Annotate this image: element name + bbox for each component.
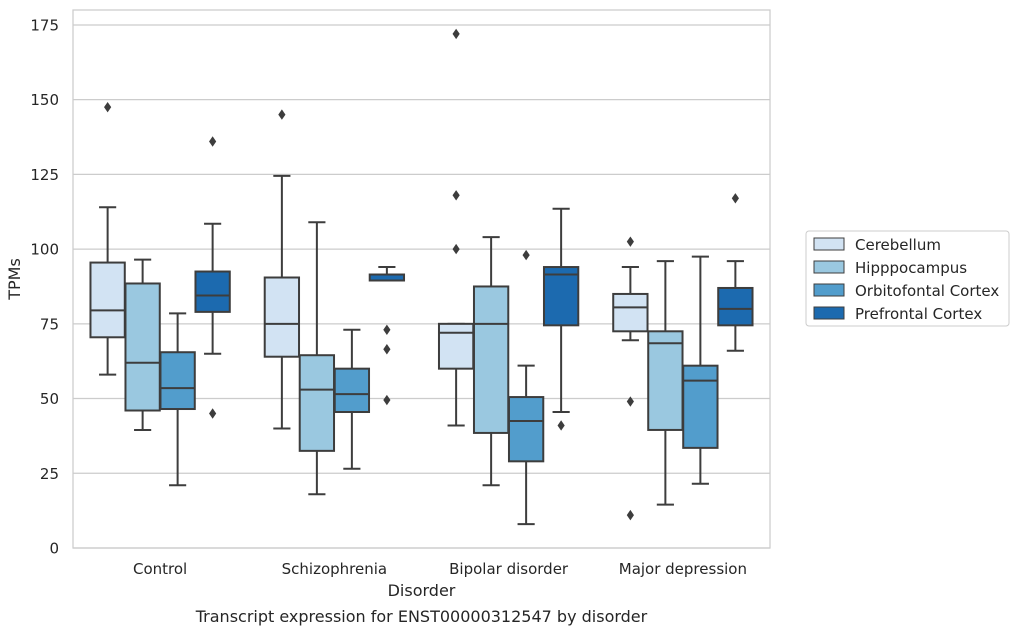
box bbox=[194, 270, 231, 313]
y-tick-label: 50 bbox=[40, 390, 59, 408]
outlier-point bbox=[626, 509, 634, 521]
y-tick-label: 75 bbox=[40, 315, 59, 333]
outlier-point bbox=[383, 394, 391, 406]
x-tick-label: Bipolar disorder bbox=[449, 560, 569, 578]
x-tick-label: Major depression bbox=[619, 560, 747, 578]
box bbox=[298, 354, 336, 452]
x-tick-label: Schizophrenia bbox=[282, 560, 387, 578]
outlier-point bbox=[383, 344, 391, 355]
box bbox=[159, 351, 196, 411]
legend-swatch bbox=[813, 306, 845, 320]
x-axis-ticks: Control Schizophrenia Bipolar disorder Majo… bbox=[133, 560, 747, 578]
outlier-point bbox=[626, 396, 634, 407]
y-tick-label: 150 bbox=[30, 91, 59, 109]
y-tick-label: 125 bbox=[30, 166, 59, 184]
box bbox=[333, 367, 371, 414]
x-axis-label: Disorder bbox=[388, 581, 456, 600]
chart-caption: Transcript expression for ENST0000031254… bbox=[195, 607, 648, 626]
y-axis-label: TPMs bbox=[5, 258, 24, 301]
legend-label: Orbitofontal Cortex bbox=[855, 282, 999, 300]
y-tick-label: 100 bbox=[30, 241, 59, 259]
box bbox=[437, 322, 475, 370]
box bbox=[263, 276, 301, 358]
box bbox=[507, 396, 545, 463]
outlier-point bbox=[557, 420, 565, 431]
outlier-point bbox=[209, 136, 217, 147]
outlier-point bbox=[452, 190, 460, 201]
y-axis-ticks: 0 25 50 75 100 125 150 175 bbox=[30, 16, 59, 557]
box bbox=[612, 292, 649, 333]
box bbox=[472, 285, 510, 434]
y-tick-label: 0 bbox=[49, 540, 59, 558]
legend-swatch bbox=[813, 283, 845, 297]
outlier-point bbox=[383, 324, 391, 336]
legend-frame bbox=[805, 230, 1010, 327]
legend: Cerebellum Hipppocampus Orbitofontal Corte… bbox=[805, 230, 1010, 327]
plot-frame bbox=[72, 9, 771, 549]
y-tick-label: 175 bbox=[30, 16, 59, 34]
outlier-point bbox=[452, 28, 460, 40]
box bbox=[124, 282, 161, 412]
outlier-point bbox=[104, 101, 112, 113]
outlier-point bbox=[731, 193, 739, 204]
legend-label: Prefrontal Cortex bbox=[855, 305, 982, 323]
y-tick-label: 25 bbox=[40, 465, 59, 483]
outlier-point bbox=[522, 249, 530, 261]
box bbox=[542, 266, 580, 327]
legend-swatch bbox=[813, 260, 845, 274]
legend-swatch bbox=[813, 237, 845, 251]
x-tick-label: Control bbox=[133, 560, 187, 578]
box bbox=[717, 286, 754, 327]
box bbox=[89, 261, 126, 339]
outlier-point bbox=[626, 236, 634, 247]
box bbox=[682, 364, 719, 449]
legend-label: Cerebellum bbox=[855, 236, 941, 254]
outlier-point bbox=[209, 408, 217, 419]
legend-label: Hipppocampus bbox=[855, 259, 967, 277]
outlier-point bbox=[278, 109, 286, 120]
boxes-layer bbox=[89, 28, 754, 526]
outlier-point bbox=[452, 243, 460, 255]
box bbox=[647, 330, 684, 431]
